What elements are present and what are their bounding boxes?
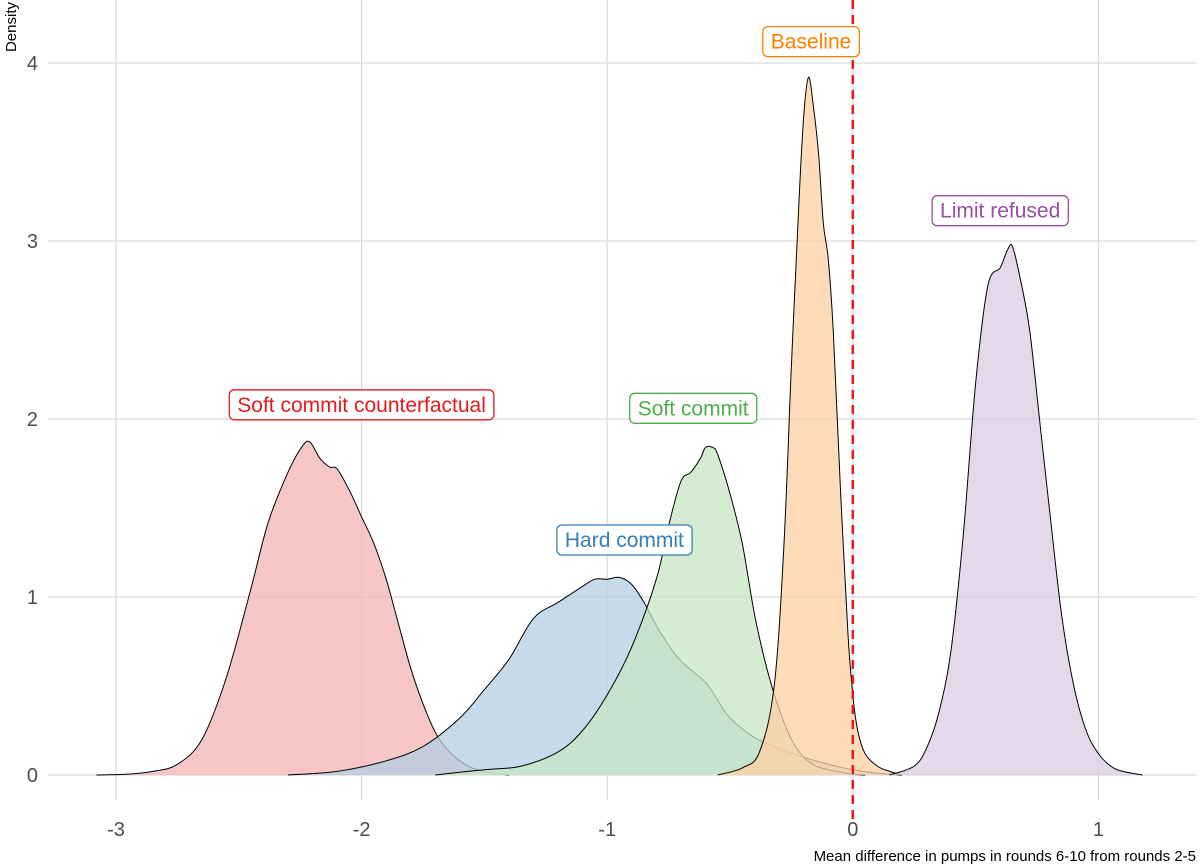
axis-ticks: -3 -2 -1 0 1 0 1 2 3 4 — [27, 53, 1104, 841]
x-tick-label: -3 — [107, 819, 125, 841]
x-axis-title: Mean difference in pumps in rounds 6-10 … — [814, 848, 1196, 865]
series-labels: Soft commit counterfactual Hard commit Sof… — [228, 25, 1069, 556]
series-label-hard-commit: Hard commit — [556, 524, 693, 556]
y-tick-label: 0 — [27, 765, 38, 787]
x-tick-label: 1 — [1093, 819, 1104, 841]
series-label-text: Limit refused — [940, 200, 1060, 223]
y-tick-label: 3 — [27, 231, 38, 253]
series-label-text: Soft commit counterfactual — [237, 394, 486, 417]
density-area-baseline — [717, 77, 902, 775]
series-label-limit-refused: Limit refused — [931, 195, 1069, 227]
density-areas — [96, 76, 1143, 776]
density-outline-baseline — [717, 76, 903, 776]
series-label-baseline: Baseline — [762, 25, 861, 58]
y-tick-label: 4 — [27, 53, 38, 75]
series-label-text: Baseline — [771, 31, 852, 54]
y-tick-label: 1 — [27, 587, 38, 609]
density-area-soft-commit — [435, 446, 866, 775]
series-label-text: Soft commit — [638, 397, 749, 420]
y-axis-title: Density — [3, 2, 20, 53]
y-tick-label: 2 — [27, 409, 38, 431]
series-label-soft-commit-counterfactual: Soft commit counterfactual — [228, 389, 495, 421]
density-outline-limit-refused — [889, 244, 1143, 776]
series-label-box — [629, 392, 758, 424]
series-label-box — [228, 389, 495, 421]
x-tick-label: -2 — [353, 819, 371, 841]
x-tick-label: -1 — [598, 819, 616, 841]
series-label-box — [931, 195, 1069, 227]
series-label-box — [762, 25, 861, 58]
density-area-hard-commit — [287, 577, 902, 775]
x-tick-label: 0 — [847, 819, 858, 841]
density-area-soft-commit-counterfactual — [96, 441, 510, 775]
series-label-soft-commit: Soft commit — [629, 392, 758, 424]
series-label-text: Hard commit — [565, 529, 684, 552]
density-area-limit-refused — [889, 244, 1143, 775]
series-label-box — [556, 524, 693, 556]
